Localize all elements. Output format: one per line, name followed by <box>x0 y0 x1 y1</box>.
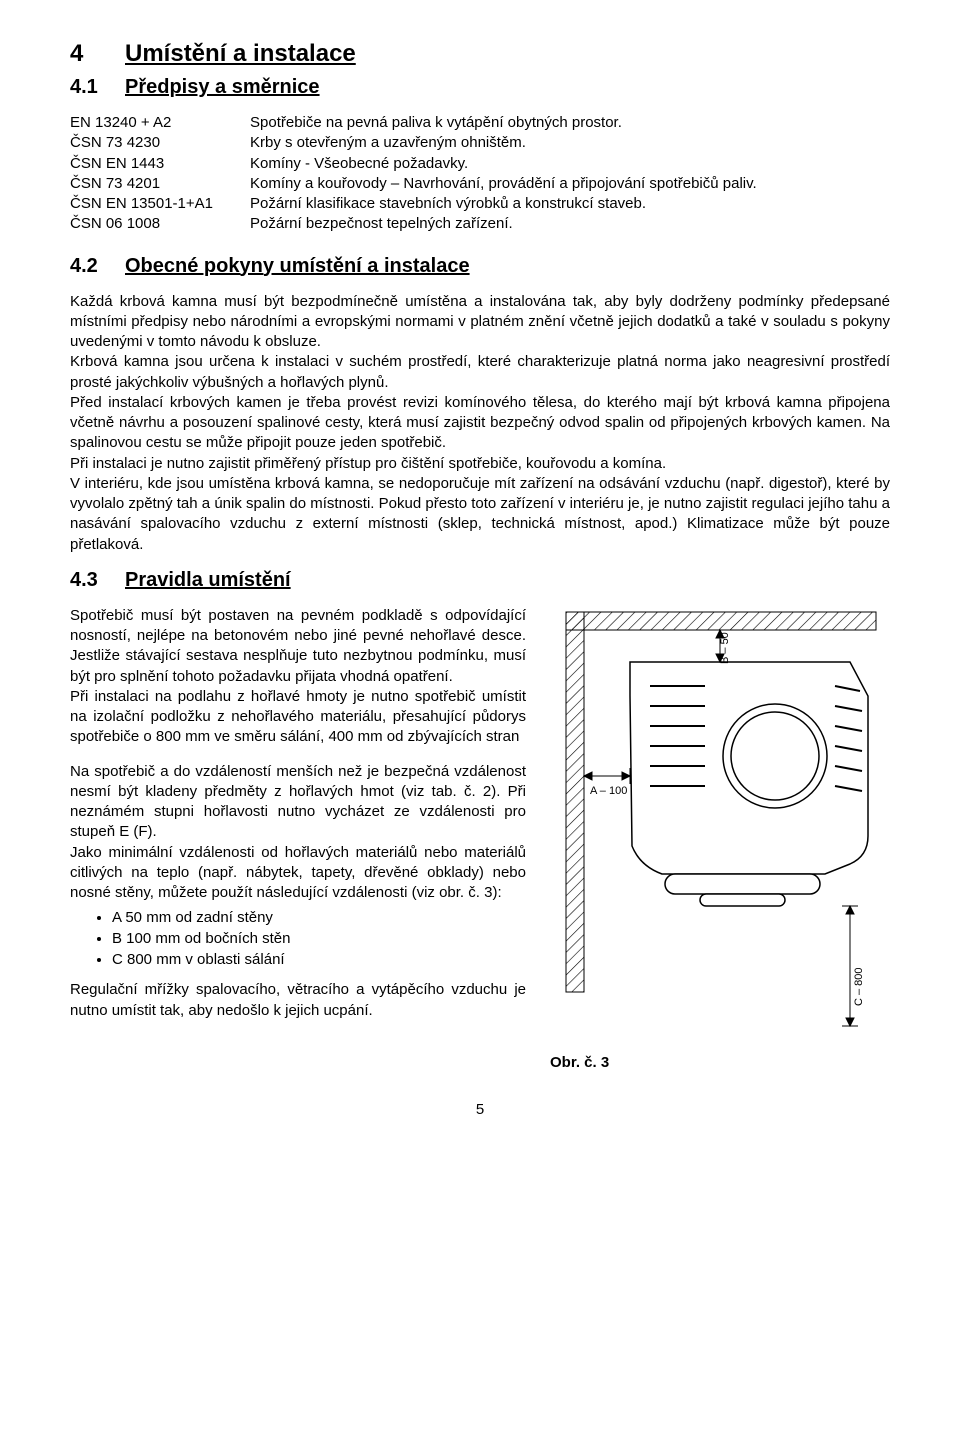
standard-code: EN 13240 + A2 <box>70 113 250 133</box>
section-4-3-heading: 4.3 Pravidla umístění <box>70 569 890 592</box>
fig3-label-c: C – 800 <box>853 967 865 1006</box>
bullets-4-3: A 50 mm od zadní stěnyB 100 mm od bočníc… <box>70 907 526 970</box>
section-4-2-title: Obecné pokyny umístění a instalace <box>125 255 470 278</box>
fig3-label-b: B – 50 <box>719 632 731 664</box>
para-4-3-a: Spotřebič musí být postaven na pevném po… <box>70 606 526 748</box>
section-4-3-title: Pravidla umístění <box>125 569 291 592</box>
bullet-item: C 800 mm v oblasti sálání <box>112 949 526 970</box>
section-4-1-num: 4.1 <box>70 76 125 99</box>
standard-desc: Požární klasifikace stavebních výrobků a… <box>250 194 890 214</box>
bullet-item: A 50 mm od zadní stěny <box>112 907 526 928</box>
figure-3-caption: Obr. č. 3 <box>550 1054 890 1071</box>
standard-code: ČSN EN 1443 <box>70 154 250 174</box>
standard-row: ČSN EN 1443Komíny - Všeobecné požadavky. <box>70 154 890 174</box>
section-4-title: Umístění a instalace <box>125 40 356 68</box>
standard-desc: Spotřebiče na pevná paliva k vytápění ob… <box>250 113 890 133</box>
section-4-1-title: Předpisy a směrnice <box>125 76 320 99</box>
section-4-3-num: 4.3 <box>70 569 125 592</box>
standard-code: ČSN 73 4201 <box>70 174 250 194</box>
section-4-2-heading: 4.2 Obecné pokyny umístění a instalace <box>70 255 890 278</box>
bullet-item: B 100 mm od bočních stěn <box>112 928 526 949</box>
standard-code: ČSN EN 13501-1+A1 <box>70 194 250 214</box>
standard-row: EN 13240 + A2Spotřebiče na pevná paliva … <box>70 113 890 133</box>
standard-row: ČSN 06 1008Požární bezpečnost tepelných … <box>70 214 890 234</box>
standard-desc: Komíny a kouřovody – Navrhování, provádě… <box>250 174 890 194</box>
standard-row: ČSN 73 4201Komíny a kouřovody – Navrhová… <box>70 174 890 194</box>
para-4-2: Každá krbová kamna musí být bezpodmínečn… <box>70 292 890 555</box>
section-4-heading: 4 Umístění a instalace <box>70 40 890 68</box>
para-4-3-b: Na spotřebič a do vzdáleností menších ne… <box>70 762 526 904</box>
standard-row: ČSN EN 13501-1+A1Požární klasifikace sta… <box>70 194 890 214</box>
standard-code: ČSN 73 4230 <box>70 133 250 153</box>
standard-desc: Krby s otevřeným a uzavřeným ohništěm. <box>250 133 890 153</box>
standard-desc: Požární bezpečnost tepelných zařízení. <box>250 214 890 234</box>
section-4-2-num: 4.2 <box>70 255 125 278</box>
page-number: 5 <box>70 1101 890 1118</box>
standard-code: ČSN 06 1008 <box>70 214 250 234</box>
figure-3-diagram: A – 100 B – 50 C – <box>550 606 890 1046</box>
standard-desc: Komíny - Všeobecné požadavky. <box>250 154 890 174</box>
para-4-3-c: Regulační mřížky spalovacího, větracího … <box>70 980 526 1021</box>
standards-list: EN 13240 + A2Spotřebiče na pevná paliva … <box>70 113 890 235</box>
standard-row: ČSN 73 4230Krby s otevřeným a uzavřeným … <box>70 133 890 153</box>
section-4-num: 4 <box>70 40 125 68</box>
fig3-label-a: A – 100 <box>590 785 627 797</box>
section-4-1-heading: 4.1 Předpisy a směrnice <box>70 76 890 99</box>
